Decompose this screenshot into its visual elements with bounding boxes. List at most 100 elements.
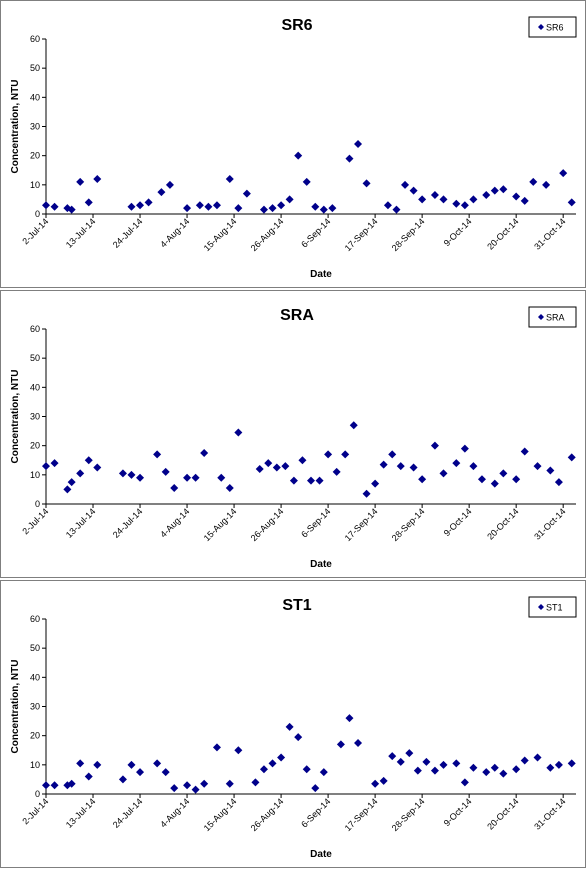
data-point	[212, 201, 221, 210]
y-tick-label: 20	[30, 731, 40, 741]
data-point	[93, 463, 102, 472]
data-point	[289, 476, 298, 485]
data-point	[371, 479, 380, 488]
x-tick-label: 9-Oct-14	[442, 506, 474, 538]
data-point	[285, 722, 294, 731]
data-point	[127, 760, 136, 769]
data-point	[362, 179, 371, 188]
data-point	[217, 473, 226, 482]
data-point	[277, 753, 286, 762]
data-point	[567, 198, 576, 207]
y-tick-label: 50	[30, 353, 40, 363]
data-point	[93, 760, 102, 769]
data-point	[520, 447, 529, 456]
data-point	[499, 769, 508, 778]
data-point	[234, 204, 243, 213]
data-point	[268, 204, 277, 213]
x-tick-label: 20-Oct-14	[485, 796, 520, 831]
x-tick-label: 4-Aug-14	[158, 506, 191, 539]
y-tick-label: 40	[30, 382, 40, 392]
data-point	[225, 483, 234, 492]
data-point	[452, 199, 461, 208]
data-point	[311, 202, 320, 211]
data-point	[191, 785, 200, 794]
data-point	[84, 456, 93, 465]
data-point	[418, 195, 427, 204]
data-point	[165, 180, 174, 189]
data-point	[413, 766, 422, 775]
x-tick-label: 15-Aug-14	[202, 796, 239, 833]
data-point	[354, 738, 363, 747]
data-point	[332, 467, 341, 476]
data-point	[469, 195, 478, 204]
x-tick-label: 31-Oct-14	[532, 796, 567, 831]
data-point	[183, 781, 192, 790]
x-tick-label: 13-Jul-14	[64, 216, 98, 250]
data-point	[50, 202, 59, 211]
legend-label: ST1	[546, 603, 563, 613]
data-point	[439, 469, 448, 478]
data-point	[409, 463, 418, 472]
data-point	[533, 462, 542, 471]
x-tick-label: 9-Oct-14	[442, 796, 474, 828]
data-point	[311, 784, 320, 793]
data-point	[362, 489, 371, 498]
legend: ST1	[528, 596, 577, 618]
x-tick-label: 2-Jul-14	[20, 506, 50, 536]
chart-title: SRA	[280, 307, 314, 324]
data-point	[277, 201, 286, 210]
data-point	[460, 778, 469, 787]
data-point	[430, 766, 439, 775]
data-point	[76, 469, 85, 478]
y-axis-label: Concentration, NTU	[10, 80, 21, 174]
data-point	[136, 768, 145, 777]
data-point	[225, 175, 234, 183]
chart-panel-sr6: SR6 Concentration, NTU Date 0 10 20 30 40 50 60 2-…	[0, 0, 586, 288]
data-point	[302, 765, 311, 774]
data-point	[520, 756, 529, 765]
data-point	[490, 186, 499, 195]
data-point	[396, 757, 405, 766]
y-tick-label: 50	[30, 643, 40, 653]
data-point	[42, 781, 50, 790]
y-tick-label: 20	[30, 441, 40, 451]
x-tick-label: 17-Sep-14	[343, 796, 380, 833]
y-tick-label: 0	[35, 499, 40, 509]
x-axis-label: Date	[310, 269, 332, 280]
data-point	[396, 462, 405, 471]
chart-panel-sra: SRA Concentration, NTU Date 0 10 20 30 40 50 60 2-…	[0, 290, 586, 578]
y-axis-label: Concentration, NTU	[10, 370, 21, 464]
data-point	[452, 759, 461, 768]
data-point	[225, 779, 234, 788]
data-point	[354, 140, 363, 148]
data-point	[542, 180, 551, 189]
data-point	[144, 198, 153, 207]
data-point	[298, 456, 307, 465]
data-point	[302, 177, 311, 186]
x-tick-label: 26-Aug-14	[249, 506, 286, 543]
x-tick-label: 2-Jul-14	[20, 216, 50, 246]
data-point	[50, 459, 59, 468]
y-tick-label: 60	[30, 614, 40, 624]
data-point	[191, 473, 200, 482]
data-point	[430, 191, 439, 200]
data-point	[512, 192, 521, 201]
data-point	[328, 204, 337, 213]
data-point	[272, 463, 281, 472]
data-point	[195, 201, 204, 210]
legend-box	[528, 306, 577, 328]
x-tick-label: 9-Oct-14	[442, 216, 474, 248]
data-point	[529, 177, 538, 186]
x-tick-label: 28-Sep-14	[390, 216, 427, 253]
y-tick-label: 0	[35, 789, 40, 799]
legend-label: SR6	[546, 23, 564, 33]
y-tick-label: 20	[30, 151, 40, 161]
data-point	[349, 421, 358, 430]
data-point	[345, 714, 354, 723]
data-point	[67, 779, 76, 788]
x-tick-label: 28-Sep-14	[390, 506, 427, 543]
data-point	[567, 453, 576, 462]
chart-title: SR6	[281, 17, 312, 34]
data-point	[259, 765, 268, 774]
x-tick-label: 4-Aug-14	[158, 796, 191, 829]
